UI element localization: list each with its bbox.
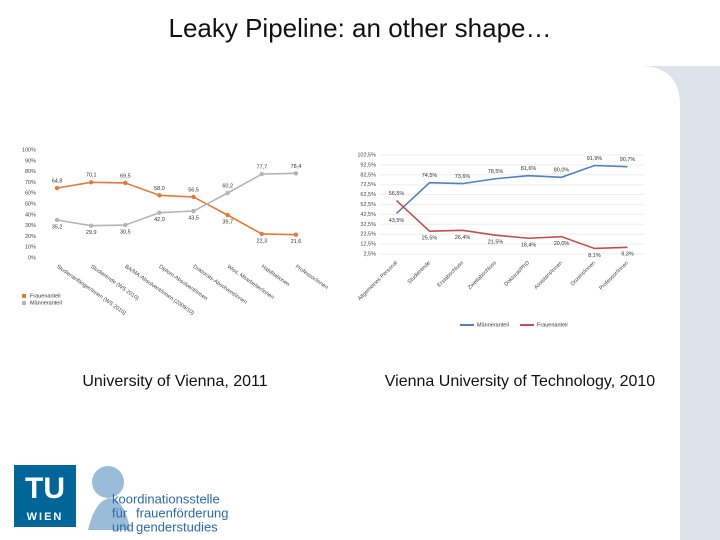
line — [56, 172, 296, 227]
point — [259, 171, 265, 177]
data-label: 42,0 — [154, 217, 165, 223]
logo-text: und — [112, 519, 134, 534]
data-label: 21,5% — [488, 240, 504, 246]
y-tick-label: 70% — [25, 180, 36, 186]
title-band — [0, 0, 720, 66]
tu-logo-text: TU — [25, 472, 65, 505]
data-label: 30,5 — [120, 230, 131, 236]
legend-label: Männeranteil — [477, 322, 509, 328]
data-label: 64,8 — [52, 178, 63, 184]
y-tick-label: 100% — [22, 147, 36, 153]
y-tick-label: 30% — [25, 223, 36, 229]
y-tick-label: 80% — [25, 169, 36, 175]
data-label: 70,1 — [86, 173, 97, 179]
point — [88, 180, 94, 185]
data-label: 80,0% — [554, 168, 570, 174]
legend-swatch — [22, 301, 26, 305]
y-tick-label: 60% — [25, 191, 36, 197]
data-label: 58,0 — [154, 186, 165, 192]
y-tick-label: 52,5% — [360, 202, 376, 208]
logo-text: frauenförderung — [136, 505, 229, 520]
y-tick-label: 32,5% — [360, 222, 376, 228]
y-tick-label: 22,5% — [360, 232, 376, 238]
point — [225, 212, 230, 218]
data-label: 9,3% — [621, 252, 634, 258]
slide-title: Leaky Pipeline: an other shape… — [168, 13, 551, 43]
data-label: 22,3 — [256, 238, 267, 244]
data-label: 35,2 — [52, 224, 63, 230]
point — [293, 171, 299, 176]
y-tick-label: 40% — [25, 212, 36, 218]
data-label: 25,5% — [422, 236, 438, 242]
y-tick-label: 12,5% — [360, 242, 376, 248]
caption: Vienna University of Technology, 2010 — [385, 373, 656, 390]
tu-logo-wien: WIEN — [27, 511, 64, 523]
data-label: 43,5 — [188, 215, 199, 221]
y-tick-label: 82,5% — [360, 172, 376, 178]
data-label: 78,5% — [488, 169, 504, 175]
data-label: 73,6% — [455, 174, 471, 180]
caption: University of Vienna, 2011 — [82, 373, 267, 390]
data-label: 90,7% — [620, 157, 636, 163]
logo-text: für — [112, 505, 128, 520]
logo-text: genderstudies — [136, 519, 218, 534]
point — [225, 190, 230, 196]
point — [54, 185, 60, 191]
data-label: 60,2 — [222, 183, 233, 189]
tu-logo-box — [14, 465, 76, 527]
logo-figure — [88, 498, 130, 530]
point — [123, 180, 128, 186]
point — [123, 222, 128, 228]
line — [56, 181, 296, 236]
legend-label: Frauenanteil — [30, 293, 61, 299]
data-label: 56,5 — [188, 187, 199, 193]
data-label: 56,5% — [389, 191, 405, 197]
logo-text: koordinationsstelle — [112, 491, 220, 506]
data-label: 43,5% — [389, 218, 405, 224]
y-tick-label: 42,5% — [360, 212, 376, 218]
logo: TU WIEN koordinationsstelle für frauenfö… — [14, 465, 229, 534]
point — [157, 193, 162, 198]
y-tick-label: 50% — [25, 201, 36, 207]
point — [54, 217, 60, 223]
data-label: 21,6 — [291, 239, 302, 245]
y-tick-label: 62,5% — [360, 192, 376, 198]
y-tick-label: 0% — [28, 255, 36, 261]
data-label: 81,6% — [521, 166, 537, 172]
legend-swatch — [22, 294, 26, 298]
line — [395, 199, 628, 250]
data-label: 91,9% — [587, 156, 603, 162]
point — [293, 232, 299, 237]
point — [88, 223, 94, 228]
data-label: 74,5% — [422, 173, 438, 179]
y-tick-label: 90% — [25, 158, 36, 164]
y-tick-label: 2,5% — [363, 251, 376, 257]
point — [157, 210, 162, 215]
data-label: 8,1% — [588, 253, 601, 259]
data-label: 29,9 — [86, 230, 97, 236]
data-label: 77,7 — [256, 165, 267, 171]
y-tick-label: 102,5% — [357, 152, 376, 158]
logo-figure — [92, 466, 124, 498]
data-label: 69,5 — [120, 173, 131, 179]
y-tick-label: 92,5% — [360, 162, 376, 168]
y-tick-label: 10% — [25, 245, 36, 251]
point — [259, 231, 265, 237]
point — [191, 194, 196, 200]
data-label: 78,4 — [291, 164, 302, 170]
data-label: 20,0% — [554, 241, 570, 247]
legend-label: Männeranteil — [30, 300, 62, 306]
y-tick-label: 72,5% — [360, 182, 376, 188]
line — [395, 164, 628, 214]
data-label: 26,4% — [455, 235, 471, 241]
y-tick-label: 20% — [25, 234, 36, 240]
data-label: 18,4% — [521, 243, 537, 249]
legend-label: Frauenanteil — [537, 322, 568, 328]
data-label: 39,7 — [222, 220, 233, 226]
point — [191, 208, 196, 214]
